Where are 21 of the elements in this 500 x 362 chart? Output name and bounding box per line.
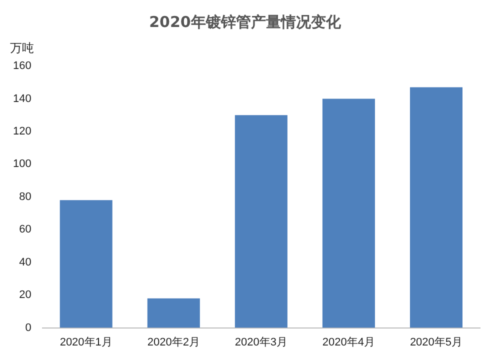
- y-tick-label: 20: [19, 289, 32, 302]
- y-tick-label: 0: [25, 322, 32, 334]
- x-tick-label: 2020年3月: [234, 336, 288, 348]
- y-tick-label: 60: [19, 224, 32, 236]
- y-tick-label: 120: [12, 125, 32, 138]
- y-axis-title: 万吨: [10, 40, 34, 57]
- chart-title: 2020年镀锌管产量情况变化: [149, 12, 342, 31]
- bar: [60, 200, 112, 328]
- x-tick-label: 2020年4月: [322, 336, 376, 348]
- y-tick-label: 160: [12, 60, 32, 72]
- x-tick-label: 2020年5月: [410, 336, 463, 348]
- bar: [322, 98, 375, 328]
- bar: [410, 87, 462, 328]
- y-tick-label: 80: [19, 190, 32, 203]
- y-tick-label: 140: [12, 92, 32, 105]
- x-tick-label: 2020年1月: [60, 336, 112, 348]
- bar: [234, 115, 288, 328]
- bar: [147, 298, 200, 328]
- y-tick-label: 40: [19, 256, 32, 268]
- x-tick-label: 2020年2月: [147, 336, 200, 348]
- y-tick-label: 100: [12, 158, 32, 170]
